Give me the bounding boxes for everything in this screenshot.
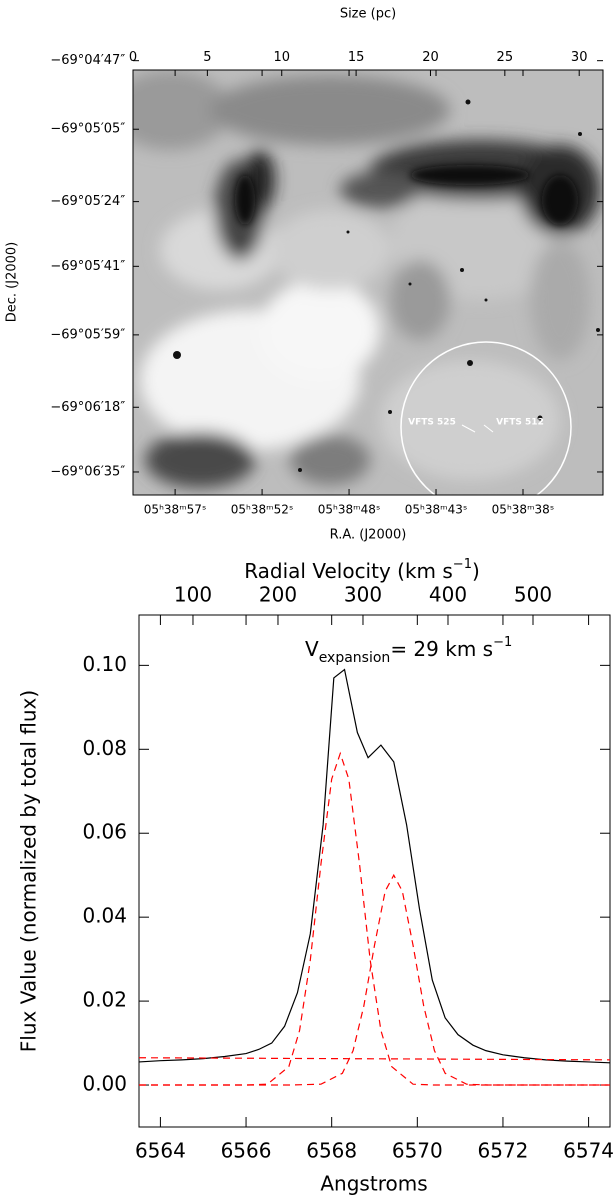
y-tick-label: 0.08 — [82, 736, 127, 760]
x-tick-label: 6574 — [563, 1139, 614, 1163]
x2-tick-label: 300 — [344, 583, 382, 607]
x2-tick-label: 0 — [129, 50, 137, 65]
x2-tick-label: 10 — [273, 50, 290, 65]
x2-axis-title: Radial Velocity (km s−1) — [244, 557, 480, 583]
annotation-text: V — [305, 637, 319, 661]
y-tick-label: −69°04′47″ — [50, 53, 125, 68]
y-tick-label: 0.04 — [82, 904, 127, 928]
nebula-image — [133, 70, 603, 495]
x2-tick-label: 500 — [514, 583, 552, 607]
data-line — [138, 1057, 611, 1061]
x-axis-title: R.A. (J2000) — [330, 528, 407, 543]
y-tick-label: −69°06′18″ — [50, 400, 125, 415]
x-tick-label: 05ʰ38ᵐ48ˢ — [318, 503, 381, 517]
y-tick-label: −69°05′59″ — [50, 327, 125, 342]
y-axis-title: Dec. (J2000) — [5, 242, 20, 322]
y-tick-label: −69°06′35″ — [50, 464, 125, 479]
y-tick-label: −69°05′05″ — [50, 122, 125, 137]
x2-axis-title-sup: −1 — [453, 557, 472, 572]
x2-tick-label: 20 — [422, 50, 439, 65]
plot-frame — [138, 614, 611, 1128]
y-tick-label: 0.00 — [82, 1072, 127, 1096]
y-tick-label: 0.06 — [82, 820, 127, 844]
annotation-sub: expansion — [319, 650, 391, 666]
x-tick-label: 6570 — [392, 1139, 443, 1163]
annotation: Vexpansion= 29 km s−1 — [305, 635, 512, 667]
x-tick-label: 6572 — [478, 1139, 529, 1163]
data-line — [139, 751, 610, 1086]
x2-tick-label: 15 — [348, 50, 365, 65]
x-tick-label: 05ʰ38ᵐ38ˢ — [492, 503, 555, 517]
x2-tick-label: 400 — [429, 583, 467, 607]
annotation-rest: = 29 km s — [390, 637, 493, 661]
x-tick-label: 05ʰ38ᵐ43ˢ — [405, 503, 468, 517]
annotation-sup: −1 — [493, 635, 512, 650]
x-axis-title: Angstroms — [320, 1172, 427, 1196]
image-frame — [132, 69, 604, 496]
x-tick-label: 6566 — [221, 1139, 272, 1163]
x2-axis-title: Size (pc) — [340, 7, 396, 22]
y-axis-title: Flux Value (normalized by total flux) — [17, 690, 41, 1052]
y-tick-label: −69°05′24″ — [50, 194, 125, 209]
x2-tick-label: 200 — [259, 583, 297, 607]
x-tick-label: 05ʰ38ᵐ57ˢ — [144, 503, 207, 517]
y-tick-label: 0.02 — [82, 988, 127, 1012]
data-line — [138, 668, 611, 1064]
y-tick-label: 0.10 — [82, 652, 127, 676]
x2-tick-label: 25 — [497, 50, 514, 65]
x-tick-label: 05ʰ38ᵐ52ˢ — [231, 503, 294, 517]
y-tick-label: −69°05′41″ — [50, 259, 125, 274]
annotation: VFTS 512 — [496, 418, 544, 428]
x2-axis-title-end: ) — [472, 559, 480, 583]
x2-tick-label: 5 — [203, 50, 211, 65]
annotation: VFTS 525 — [408, 418, 456, 428]
data-line — [139, 873, 610, 1086]
x2-axis-title-text: Radial Velocity (km s — [244, 559, 453, 583]
x2-tick-label: 30 — [571, 50, 588, 65]
x-tick-label: 6564 — [135, 1139, 186, 1163]
x-tick-label: 6568 — [306, 1139, 357, 1163]
x2-tick-label: 100 — [174, 583, 212, 607]
